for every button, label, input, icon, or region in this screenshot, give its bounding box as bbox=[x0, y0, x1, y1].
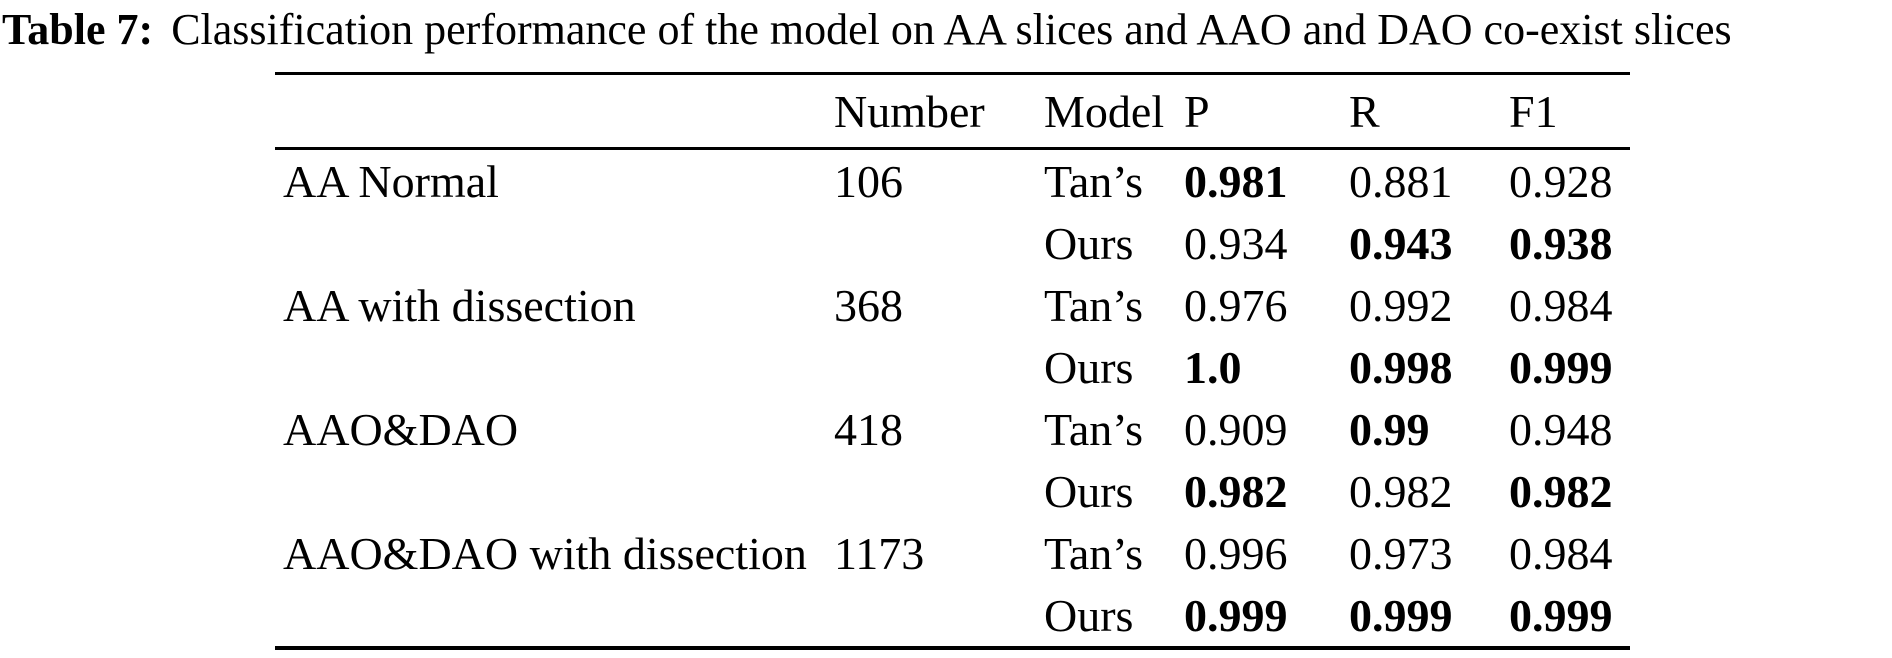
cell-category bbox=[275, 336, 830, 398]
cell-f1: 0.948 bbox=[1509, 403, 1613, 455]
table-row: AA with dissection 368 Tan’s 0.976 0.992… bbox=[275, 274, 1630, 336]
cell-f1: 0.928 bbox=[1509, 155, 1613, 207]
cell-p: 1.0 bbox=[1184, 341, 1242, 393]
cell-model: Ours bbox=[1044, 589, 1134, 641]
header-row: Number Model P R F1 bbox=[275, 74, 1630, 149]
results-table: Number Model P R F1 AA Normal 106 Tan’s … bbox=[275, 72, 1630, 650]
table-row: Ours 1.0 0.998 0.999 bbox=[275, 336, 1630, 398]
table-caption-text: Classification performance of the model … bbox=[171, 5, 1732, 54]
table-caption: Table 7: Classification performance of th… bbox=[2, 0, 1732, 60]
table-caption-label: Table 7: bbox=[2, 5, 154, 54]
col-header-r: R bbox=[1349, 85, 1380, 137]
col-header-number: Number bbox=[834, 85, 985, 137]
cell-number bbox=[830, 336, 1040, 398]
cell-r: 0.998 bbox=[1349, 341, 1453, 393]
col-header-p: P bbox=[1184, 85, 1210, 137]
table-row: AAO&DAO with dissection 1173 Tan’s 0.996… bbox=[275, 522, 1630, 584]
cell-number: 418 bbox=[834, 403, 903, 455]
cell-category bbox=[275, 212, 830, 274]
cell-category: AA with dissection bbox=[283, 279, 636, 331]
col-header-f1: F1 bbox=[1509, 85, 1558, 137]
cell-p: 0.976 bbox=[1184, 279, 1288, 331]
cell-f1: 0.999 bbox=[1509, 341, 1613, 393]
cell-model: Ours bbox=[1044, 465, 1134, 517]
table-row: Ours 0.982 0.982 0.982 bbox=[275, 460, 1630, 522]
cell-r: 0.982 bbox=[1349, 465, 1453, 517]
cell-category bbox=[275, 584, 830, 648]
cell-f1: 0.938 bbox=[1509, 217, 1613, 269]
table-row: AA Normal 106 Tan’s 0.981 0.881 0.928 bbox=[275, 149, 1630, 213]
cell-r: 0.992 bbox=[1349, 279, 1453, 331]
cell-model: Tan’s bbox=[1044, 279, 1143, 331]
cell-r: 0.943 bbox=[1349, 217, 1453, 269]
cell-category: AAO&DAO bbox=[283, 403, 519, 455]
cell-f1: 0.984 bbox=[1509, 527, 1613, 579]
cell-f1: 0.999 bbox=[1509, 589, 1613, 641]
cell-f1: 0.984 bbox=[1509, 279, 1613, 331]
table-row: AAO&DAO 418 Tan’s 0.909 0.99 0.948 bbox=[275, 398, 1630, 460]
cell-model: Ours bbox=[1044, 217, 1134, 269]
cell-category: AAO&DAO with dissection bbox=[283, 527, 807, 579]
cell-number: 106 bbox=[834, 155, 903, 207]
cell-r: 0.881 bbox=[1349, 155, 1453, 207]
cell-number bbox=[830, 212, 1040, 274]
cell-number bbox=[830, 584, 1040, 648]
cell-category: AA Normal bbox=[283, 155, 499, 207]
cell-p: 0.996 bbox=[1184, 527, 1288, 579]
cell-f1: 0.982 bbox=[1509, 465, 1613, 517]
cell-model: Ours bbox=[1044, 341, 1134, 393]
cell-p: 0.999 bbox=[1184, 589, 1288, 641]
table-row: Ours 0.934 0.943 0.938 bbox=[275, 212, 1630, 274]
cell-model: Tan’s bbox=[1044, 155, 1143, 207]
col-header-category bbox=[275, 74, 830, 149]
cell-model: Tan’s bbox=[1044, 527, 1143, 579]
cell-number bbox=[830, 460, 1040, 522]
cell-number: 1173 bbox=[834, 527, 925, 579]
cell-p: 0.982 bbox=[1184, 465, 1288, 517]
cell-p: 0.909 bbox=[1184, 403, 1288, 455]
cell-number: 368 bbox=[834, 279, 903, 331]
table-row: Ours 0.999 0.999 0.999 bbox=[275, 584, 1630, 648]
cell-r: 0.99 bbox=[1349, 403, 1430, 455]
cell-r: 0.973 bbox=[1349, 527, 1453, 579]
cell-model: Tan’s bbox=[1044, 403, 1143, 455]
cell-r: 0.999 bbox=[1349, 589, 1453, 641]
cell-p: 0.981 bbox=[1184, 155, 1288, 207]
cell-p: 0.934 bbox=[1184, 217, 1288, 269]
col-header-model: Model bbox=[1044, 85, 1165, 137]
cell-category bbox=[275, 460, 830, 522]
